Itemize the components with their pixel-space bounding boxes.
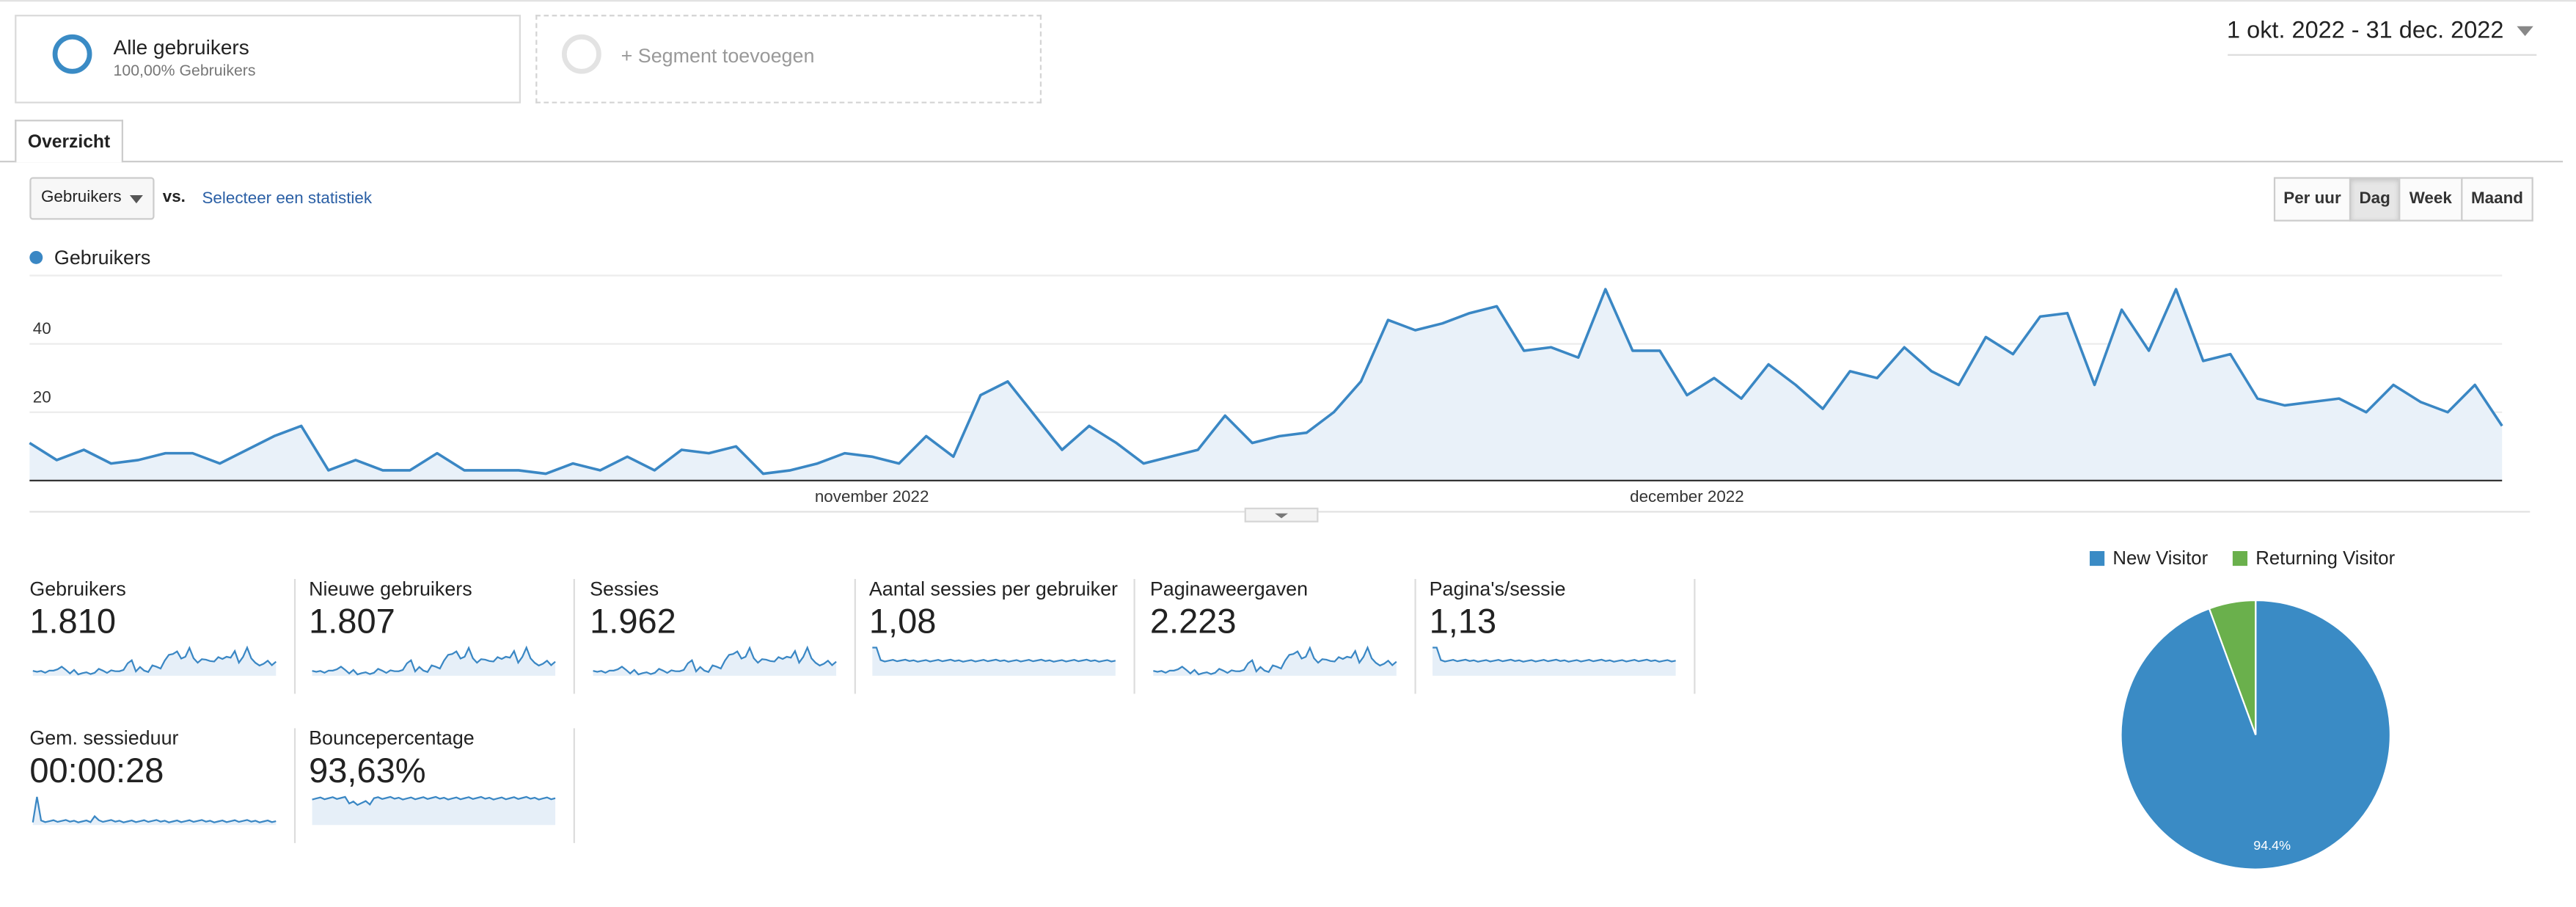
legend-gebruikers-dot [29, 250, 43, 264]
sparkline-line [593, 645, 837, 676]
metric-sparkline [312, 645, 556, 676]
metric-sparkline [312, 795, 556, 826]
sparkline-area [593, 647, 837, 676]
pie-slice-label: 94.4% [2253, 838, 2291, 853]
metric-divider [1414, 578, 1416, 694]
metric-tile[interactable]: Gebruikers 1.810 [0, 578, 279, 680]
legend-returning-visitor-label: Returning Visitor [2255, 549, 2396, 569]
granularity-dag-button[interactable]: Dag [2349, 177, 2401, 222]
metric-sparkline [1153, 645, 1397, 676]
sparkline-area [1432, 647, 1676, 676]
metric-value: 1.810 [29, 603, 117, 641]
date-range-label: 1 okt. 2022 - 31 dec. 2022 [2227, 18, 2504, 45]
add-segment-button[interactable]: + Segment toevoegen [535, 15, 1042, 103]
select-statistic-link[interactable]: Selecteer een statistiek [202, 190, 373, 208]
metric-tile[interactable]: Pagina's/sessie 1,13 [1399, 578, 1679, 680]
segment-placeholder-ring-icon [562, 34, 601, 74]
segment-ring-icon [52, 34, 92, 74]
metric-label: Aantal sessies per gebruiker [868, 577, 1119, 601]
sparkline-line [312, 645, 556, 676]
y-tick-label: 20 [33, 387, 51, 406]
legend-returning-visitor: Returning Visitor [2232, 549, 2396, 569]
granularity-week-button[interactable]: Week [2398, 177, 2463, 222]
date-range-picker[interactable]: 1 okt. 2022 - 31 dec. 2022 [2227, 18, 2537, 56]
metric-divider [293, 728, 296, 843]
metric-select[interactable]: Gebruikers [29, 177, 155, 220]
metric-sparkline [32, 796, 277, 826]
metric-tile[interactable]: Paginaweergaven 2.223 [1121, 578, 1400, 680]
metric-value: 00:00:28 [29, 752, 164, 791]
x-tick-label: december 2022 [1630, 487, 1744, 506]
dropdown-caret-icon [129, 194, 143, 204]
metric-value: 1.807 [309, 603, 395, 641]
chevron-down-icon [1275, 513, 1289, 519]
sparkline-line [872, 646, 1116, 663]
metric-value: 2.223 [1149, 603, 1237, 641]
metric-label: Nieuwe gebruikers [309, 577, 472, 601]
metric-tile[interactable]: Nieuwe gebruikers 1.807 [279, 578, 559, 680]
metric-divider [854, 578, 856, 694]
metric-divider [1133, 578, 1135, 694]
metric-sparkline [593, 645, 837, 676]
add-segment-label: + Segment toevoegen [621, 44, 815, 68]
metric-label: Gem. sessieduur [29, 726, 179, 750]
segment-title: Alle gebruikers [113, 36, 249, 59]
metric-sparkline [1432, 646, 1676, 676]
legend-new-visitor-label: New Visitor [2112, 549, 2209, 569]
metric-label: Bouncepercentage [309, 726, 475, 750]
legend-gebruikers-label: Gebruikers [54, 246, 151, 269]
metric-value: 93,63% [309, 752, 426, 791]
x-tick-label: november 2022 [815, 487, 929, 506]
metric-tile[interactable]: Bouncepercentage 93,63% [279, 726, 559, 828]
metric-label: Sessies [590, 577, 659, 601]
metric-label: Paginaweergaven [1149, 577, 1309, 601]
sparkline-line [32, 645, 277, 676]
metric-label: Pagina's/sessie [1429, 577, 1566, 601]
sparkline-line [32, 796, 277, 823]
vs-label: vs. [162, 189, 186, 207]
metric-tile[interactable]: Sessies 1.962 [560, 578, 840, 680]
series-line-gebruikers [29, 288, 2503, 476]
sparkline-area [32, 647, 277, 676]
granularity-maand-button[interactable]: Maand [2461, 177, 2533, 222]
sparkline-area [312, 796, 556, 826]
granularity-per-uur-button[interactable]: Per uur [2273, 177, 2352, 222]
legend-new-visitor-swatch [2090, 550, 2105, 567]
metric-divider [573, 728, 575, 843]
tab-divider [0, 161, 2564, 163]
sparkline-area [1153, 647, 1397, 676]
visitor-type-pie-chart[interactable]: 94.4% [2103, 582, 2415, 894]
chevron-down-icon [2517, 26, 2533, 37]
metric-tile[interactable]: Gem. sessieduur 00:00:28 [0, 726, 279, 828]
tab-overzicht[interactable]: Overzicht [15, 120, 123, 163]
sparkline-line [1432, 646, 1676, 663]
metric-sparkline [32, 645, 277, 676]
metric-divider [573, 578, 575, 694]
pie-slice-returning-visitor [2208, 599, 2257, 735]
metric-value: 1,08 [868, 603, 937, 641]
metric-divider [293, 578, 296, 694]
metric-select-value: Gebruikers [40, 189, 122, 207]
area-fill [29, 289, 2503, 481]
segment-all-users[interactable]: Alle gebruikers 100,00% Gebruikers [15, 15, 522, 103]
metric-tile[interactable]: Aantal sessies per gebruiker 1,08 [840, 578, 1119, 680]
legend-returning-visitor-swatch [2232, 550, 2248, 567]
metric-label: Gebruikers [29, 577, 126, 601]
sparkline-line [1153, 645, 1397, 676]
sparkline-area [312, 647, 556, 676]
metric-value: 1.962 [590, 603, 676, 641]
metric-value: 1,13 [1429, 603, 1497, 641]
sparkline-area [872, 647, 1116, 676]
y-tick-label: 40 [33, 319, 51, 338]
legend-new-visitor: New Visitor [2090, 550, 2208, 569]
metric-sparkline [872, 646, 1116, 676]
metric-divider [1694, 578, 1696, 694]
segment-subtitle: 100,00% Gebruikers [113, 62, 256, 81]
sparkline-line [312, 795, 556, 806]
top-border [0, 0, 2576, 2]
